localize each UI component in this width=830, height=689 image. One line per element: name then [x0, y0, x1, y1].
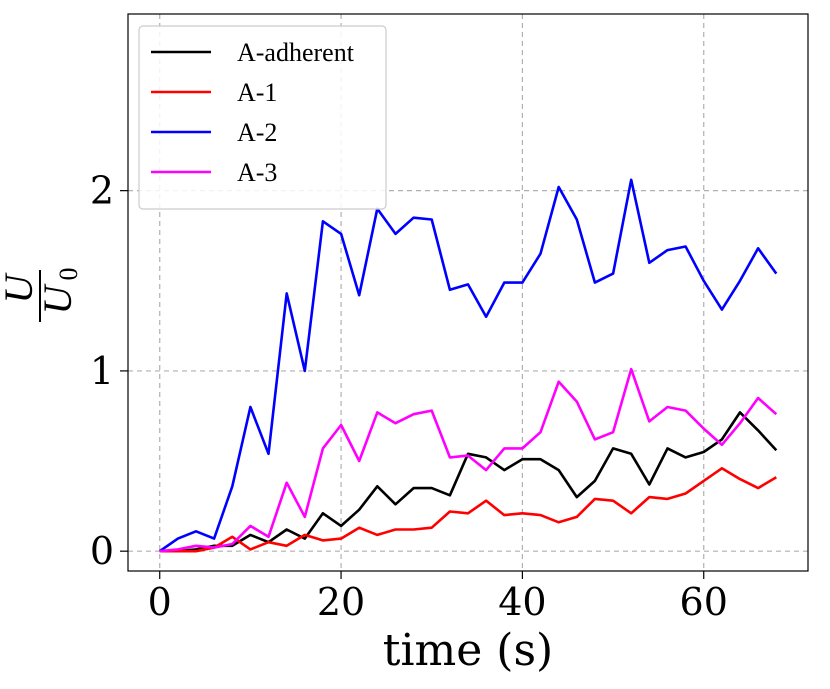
y-tick-label: 1 [90, 349, 114, 393]
legend-label: A-adherent [237, 38, 355, 67]
legend-label: A-2 [237, 118, 277, 147]
x-tick-label: 0 [148, 580, 172, 624]
series-line-a-3 [159, 367, 778, 553]
series-layer [158, 178, 778, 553]
x-tick-label: 60 [680, 580, 728, 624]
y-axis-title-denominator: U [35, 282, 80, 314]
axis-ticks: 0 20 40 60 0 1 2 [90, 169, 728, 624]
y-axis-title-numerator: U [0, 271, 41, 303]
series-line-a-adherent [159, 411, 778, 553]
series-line-a-2 [158, 178, 778, 553]
plot-frame [127, 13, 809, 572]
legend-label: A-3 [237, 158, 277, 187]
x-tick-label: 20 [317, 580, 365, 624]
legend-label: A-1 [237, 78, 277, 107]
y-axis-title: U U 0 [0, 268, 83, 322]
x-tick-label: 40 [498, 580, 546, 624]
y-axis-title-denominator-subscript: 0 [54, 268, 83, 281]
series-line-a-1 [159, 466, 777, 553]
legend-box [138, 25, 387, 210]
y-tick-label: 2 [90, 169, 114, 213]
legend: A-adherent A-1 A-2 A-3 [138, 25, 387, 210]
y-tick-label: 0 [90, 529, 114, 573]
x-axis-title: time (s) [383, 625, 553, 676]
